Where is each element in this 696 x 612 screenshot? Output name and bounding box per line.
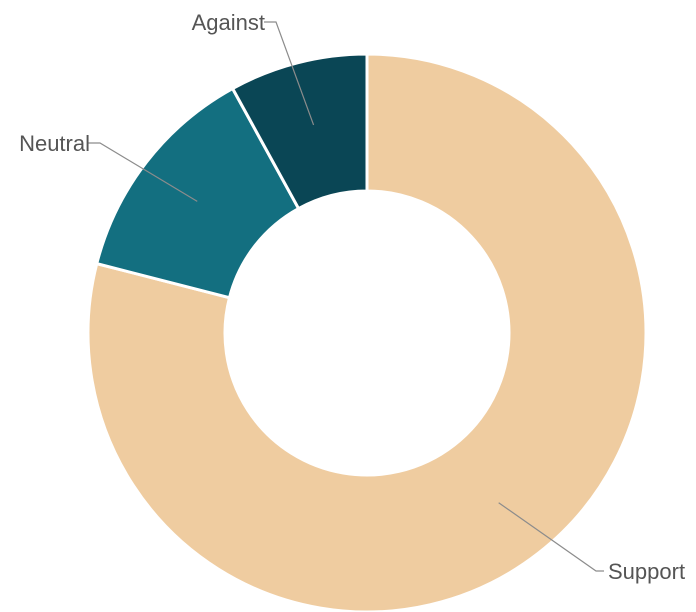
- leader-line-support: [498, 502, 604, 572]
- slice-neutral[interactable]: [94, 86, 301, 300]
- label-against: Against: [192, 10, 265, 35]
- donut-slices: [86, 52, 648, 612]
- leader-line-against: [264, 21, 315, 126]
- label-neutral: Neutral: [19, 131, 90, 156]
- slice-support[interactable]: [86, 52, 648, 612]
- leader-line-neutral: [88, 142, 198, 202]
- label-support: Support: [608, 559, 685, 584]
- slice-against[interactable]: [230, 52, 369, 211]
- slice-labels: Support Neutral Against: [19, 10, 685, 584]
- leader-lines: [88, 21, 604, 572]
